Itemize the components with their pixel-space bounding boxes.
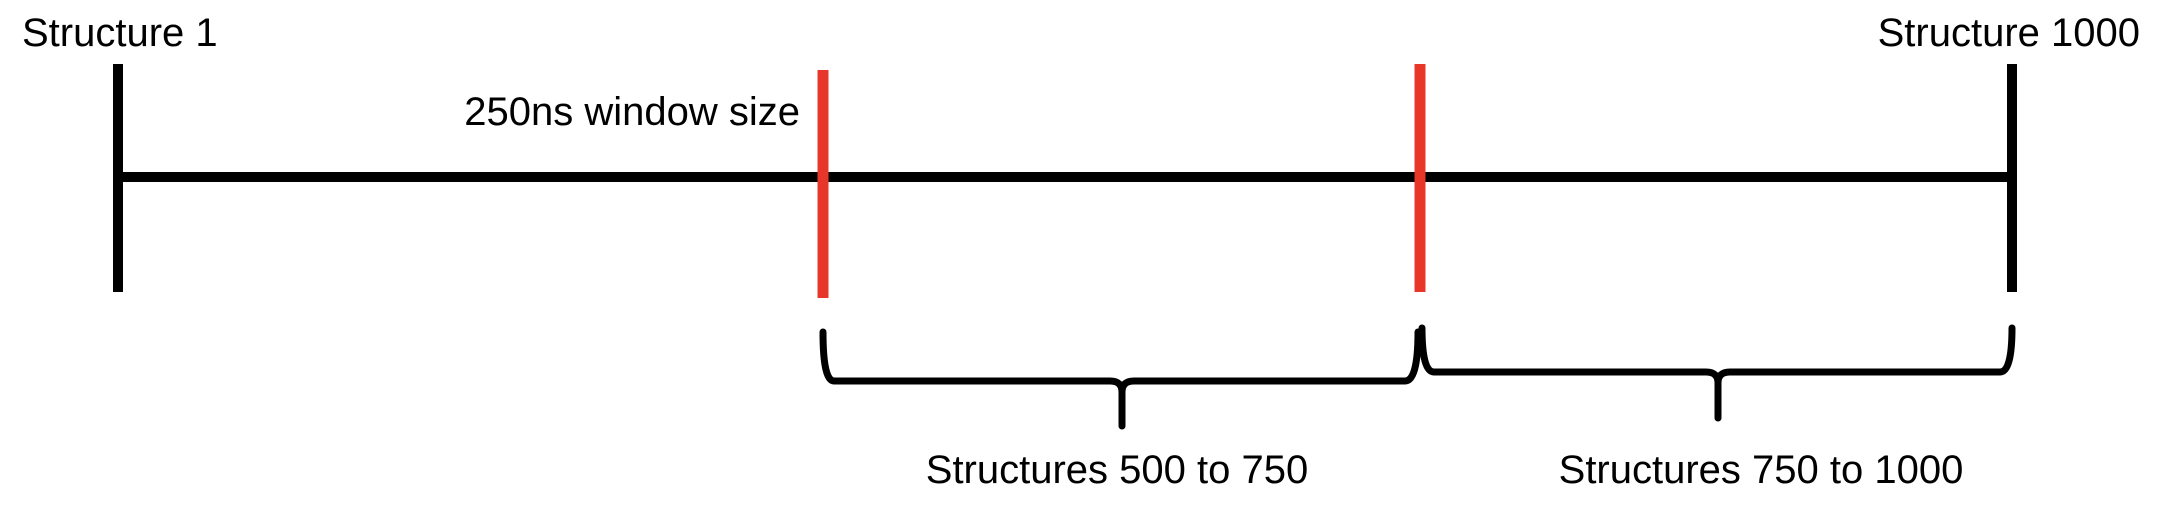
start-label: Structure 1 (22, 11, 218, 55)
range-2-brace (1418, 324, 2016, 422)
range-2-label: Structures 750 to 1000 (1559, 448, 1964, 492)
window-size-label: 250ns window size (464, 90, 800, 134)
range-1-brace (819, 328, 1422, 430)
range-1-label: Structures 500 to 750 (926, 448, 1308, 492)
end-label: Structure 1000 (1878, 11, 2140, 55)
